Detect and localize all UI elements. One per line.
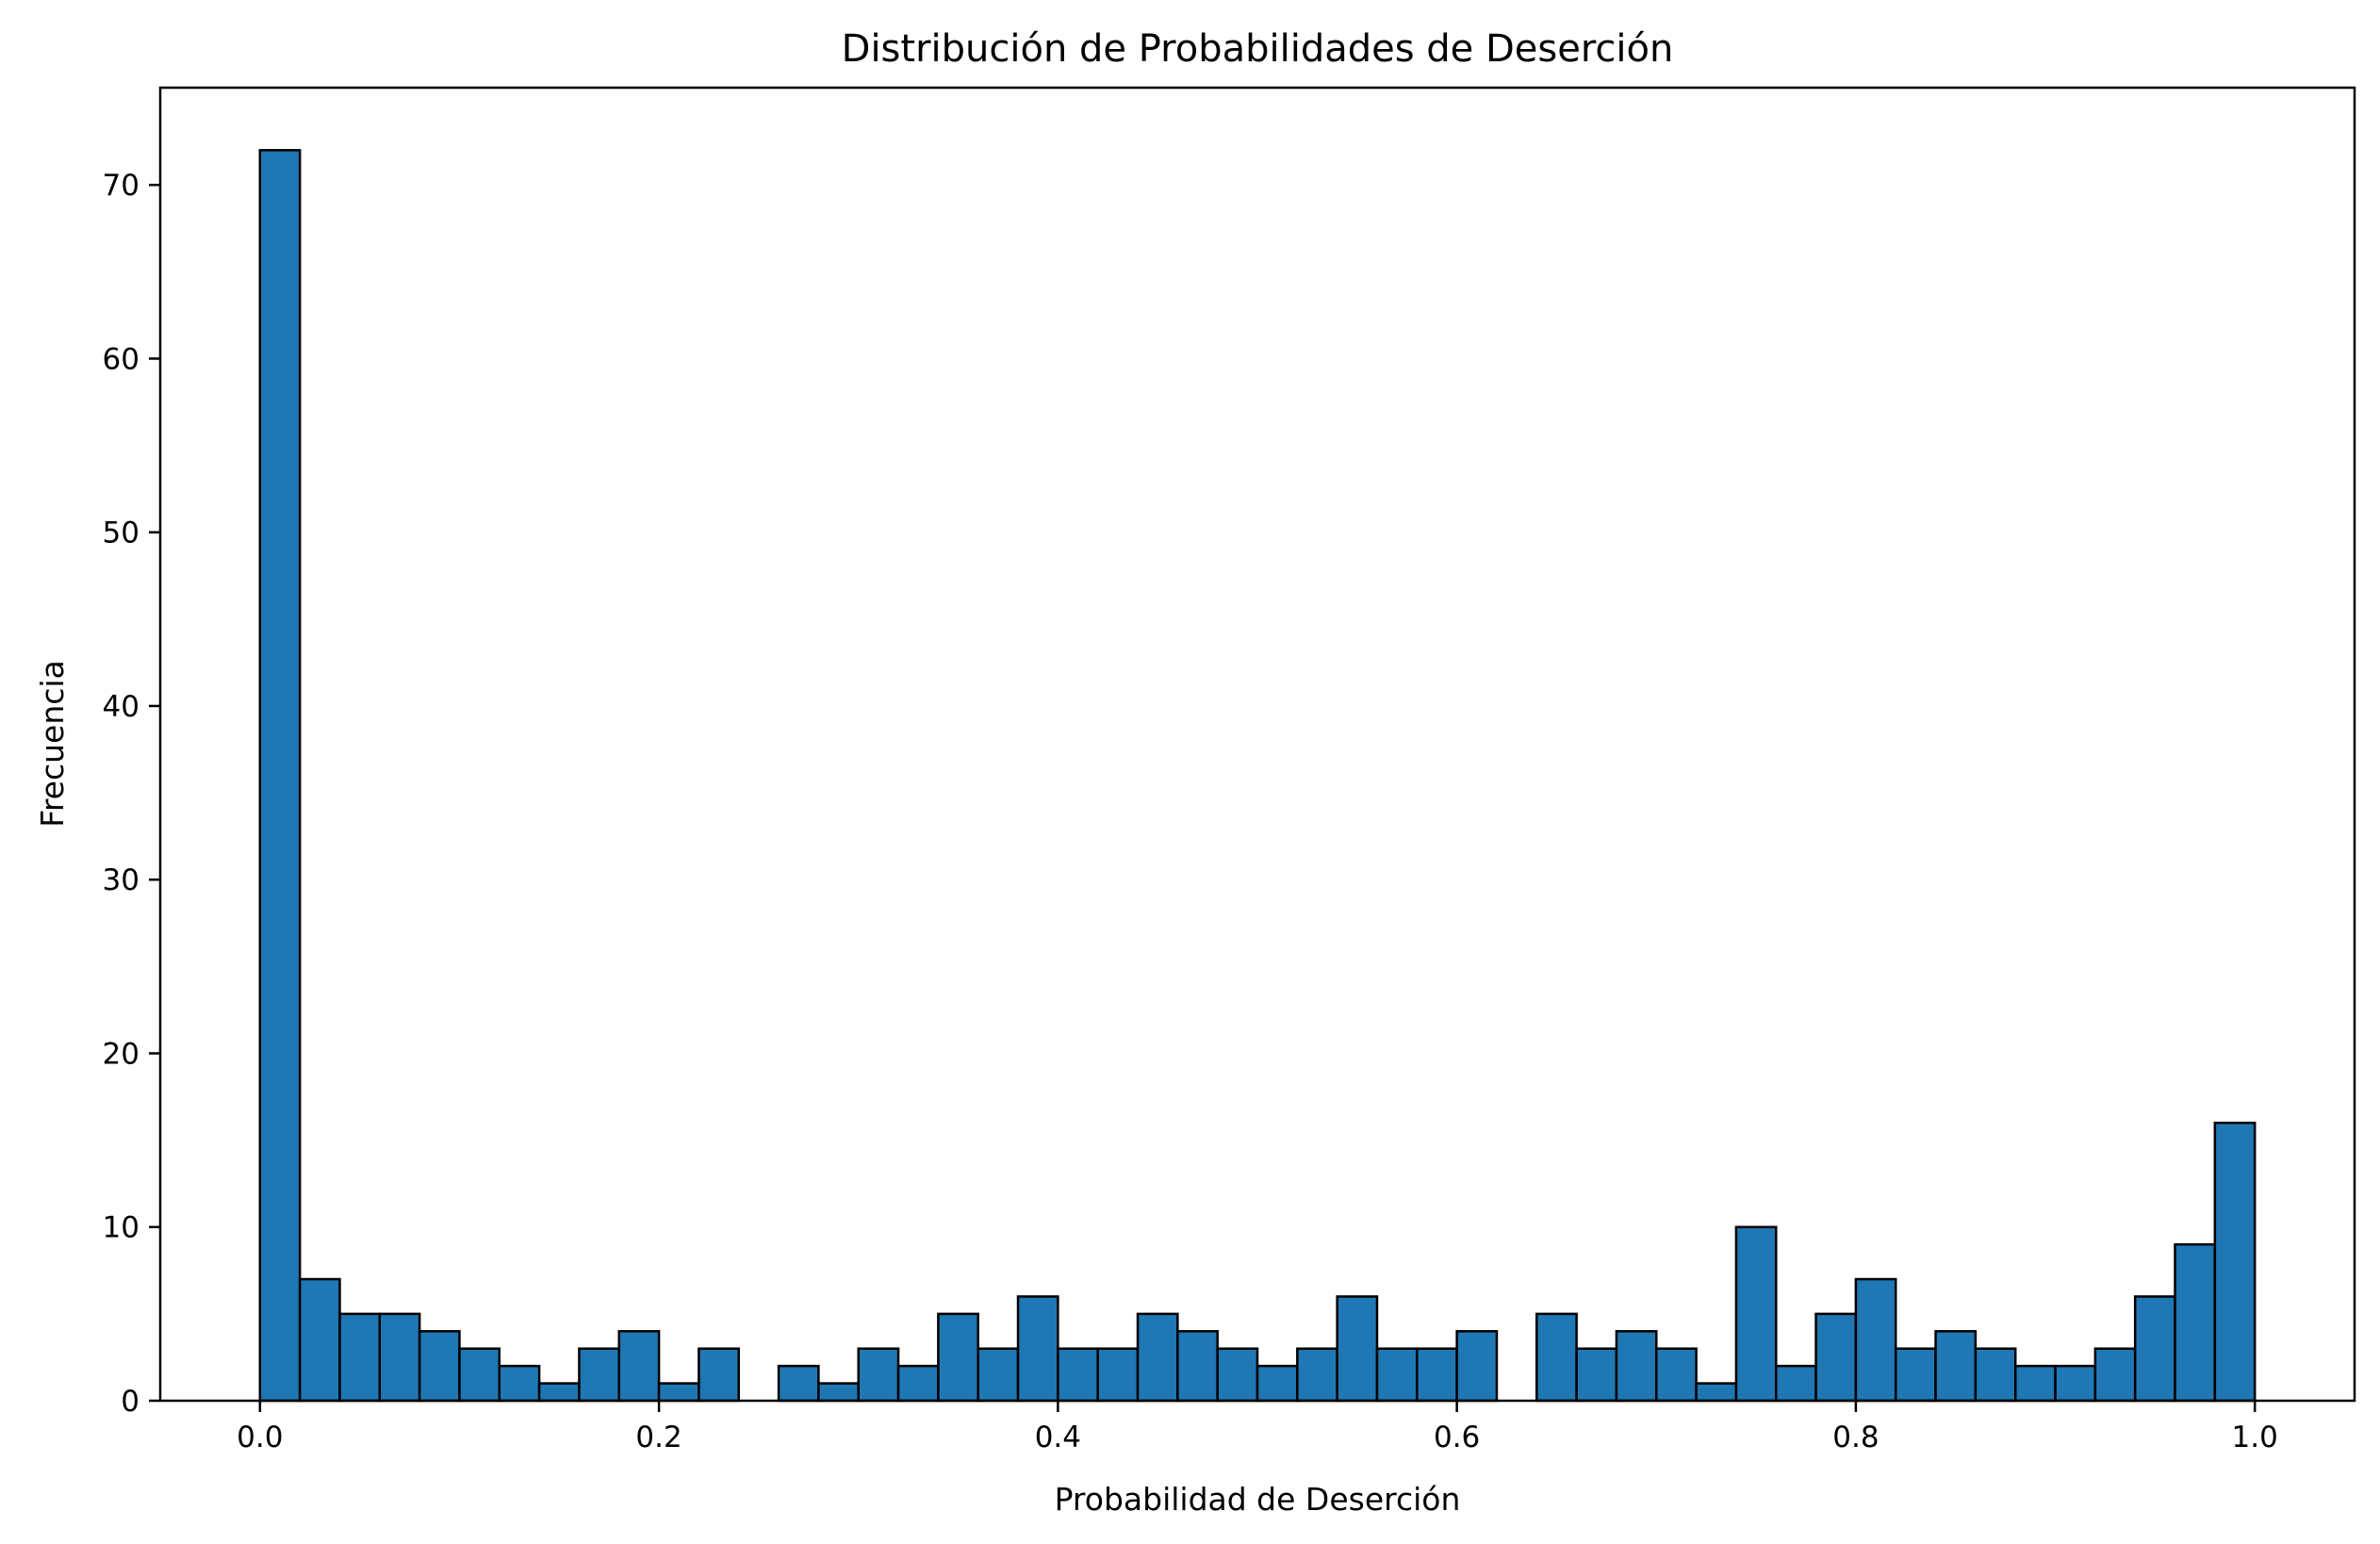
- histogram-bar: [1256, 1364, 1299, 1403]
- y-tick-label: 60: [103, 342, 140, 376]
- x-tick-label: 0.6: [1434, 1421, 1480, 1454]
- histogram-bar: [537, 1382, 581, 1403]
- histogram-bar: [1057, 1347, 1099, 1403]
- histogram-bar: [2093, 1347, 2137, 1403]
- y-tick-label: 0: [121, 1385, 140, 1419]
- histogram-bar: [458, 1347, 501, 1403]
- histogram-bar: [1176, 1330, 1219, 1403]
- x-axis-label: Probabilidad de Deserción: [1055, 1481, 1461, 1518]
- histogram-bar: [1974, 1347, 2017, 1403]
- y-tick-label: 70: [103, 169, 140, 203]
- x-tick-label: 0.2: [635, 1421, 681, 1454]
- histogram-bar: [1814, 1312, 1858, 1403]
- histogram-bar: [1336, 1295, 1379, 1403]
- histogram-bar: [1894, 1347, 1937, 1403]
- histogram-bar: [1375, 1347, 1419, 1403]
- histogram-bar: [777, 1364, 820, 1403]
- histogram-bar: [1655, 1347, 1698, 1403]
- histogram-bar: [1775, 1364, 1817, 1403]
- y-axis-label: Frecuencia: [34, 660, 71, 828]
- histogram-bar: [1096, 1347, 1140, 1403]
- histogram-bar: [977, 1347, 1020, 1403]
- histogram-bar: [1016, 1295, 1059, 1403]
- histogram-bar: [498, 1364, 541, 1403]
- x-tick-label: 0.8: [1832, 1421, 1879, 1454]
- x-tick-label: 0.4: [1035, 1421, 1081, 1454]
- histogram-bar: [1575, 1347, 1618, 1403]
- histogram-bar: [657, 1382, 700, 1403]
- x-axis-ticks: 0.0 0.2 0.4 0.6 0.8 1.0: [237, 1401, 2278, 1454]
- histogram-bar: [378, 1312, 421, 1403]
- histogram-bar: [1695, 1382, 1738, 1403]
- histogram-bar: [1615, 1330, 1658, 1403]
- histogram-bar: [2054, 1364, 2097, 1403]
- histogram-bar: [418, 1330, 461, 1403]
- y-axis-ticks: 0 10 20 30 40 50 60 70: [103, 169, 160, 1419]
- histogram-bar: [298, 1277, 341, 1403]
- histogram-bar: [857, 1347, 900, 1403]
- histogram-bar: [1216, 1347, 1259, 1403]
- histogram-bar: [1934, 1330, 1978, 1403]
- histogram-bar: [2174, 1242, 2217, 1403]
- histogram-bar: [338, 1312, 382, 1403]
- histogram-bar: [817, 1382, 860, 1403]
- histogram-bar: [896, 1364, 940, 1403]
- x-tick-label: 1.0: [2232, 1421, 2278, 1454]
- histogram-bar: [1416, 1347, 1458, 1403]
- histogram-bar: [578, 1347, 621, 1403]
- chart-title: Distribución de Probabilidades de Deserc…: [842, 27, 1674, 71]
- histogram-bar: [1296, 1347, 1338, 1403]
- y-tick-label: 50: [103, 517, 140, 550]
- plot-frame: [158, 86, 2356, 1403]
- histogram-bar: [937, 1312, 979, 1403]
- histogram-bar: [1136, 1312, 1179, 1403]
- histogram-bar: [1455, 1330, 1499, 1403]
- histogram-bar: [617, 1330, 661, 1403]
- y-tick-label: 30: [103, 863, 140, 897]
- y-tick-label: 20: [103, 1037, 140, 1071]
- bars-group: [258, 149, 2257, 1403]
- y-tick-label: 40: [103, 690, 140, 724]
- histogram-bar: [2133, 1295, 2176, 1403]
- x-tick-label: 0.0: [237, 1421, 283, 1454]
- histogram-bar: [1854, 1277, 1897, 1403]
- histogram-bar: [1734, 1225, 1778, 1403]
- histogram-bar: [698, 1347, 740, 1403]
- histogram-bar: [2013, 1364, 2057, 1403]
- histogram-bar: [1535, 1312, 1578, 1403]
- y-tick-label: 10: [103, 1211, 140, 1245]
- histogram-bar: [2213, 1121, 2257, 1403]
- histogram-bar: [258, 149, 302, 1403]
